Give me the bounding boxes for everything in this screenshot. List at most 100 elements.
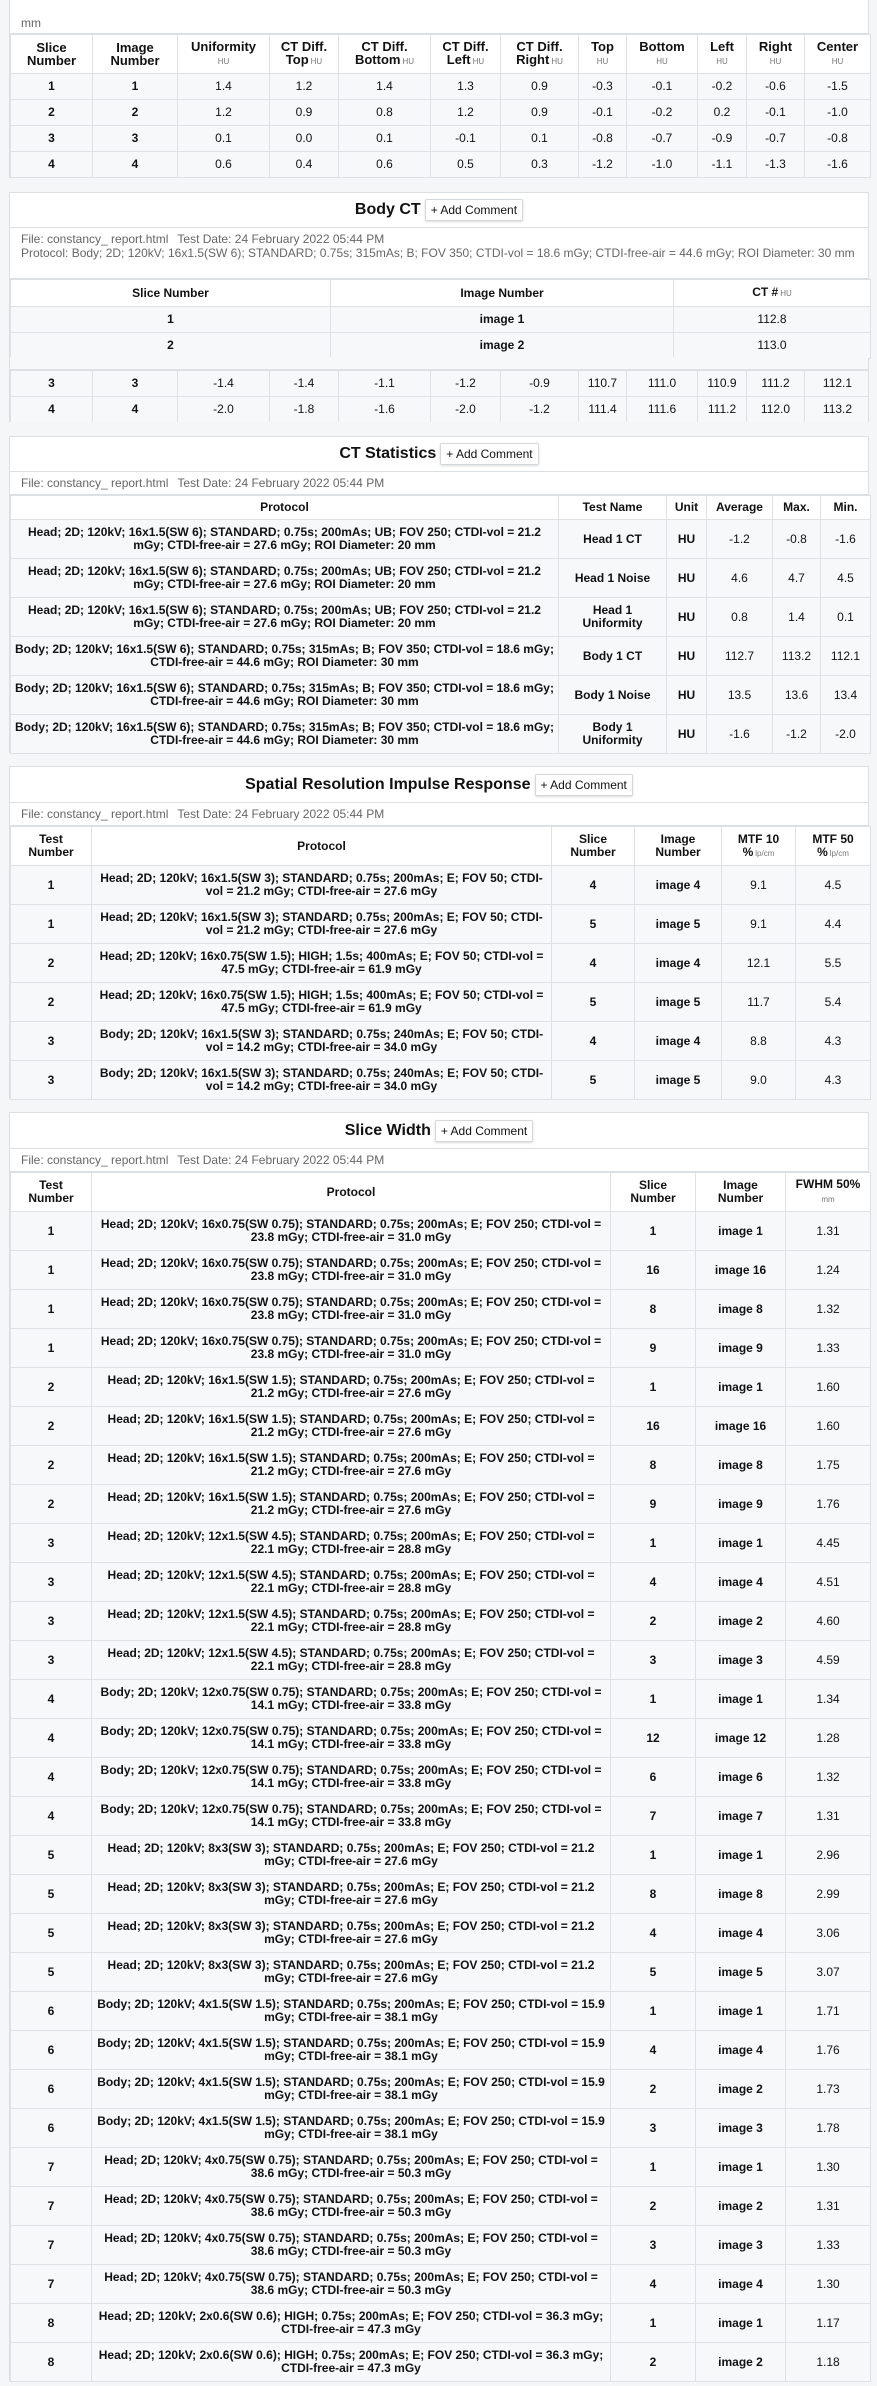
table-cell: 1.18: [785, 2342, 871, 2382]
table-cell: Head; 2D; 120kV; 16x1.5(SW 1.5); STANDAR…: [91, 1484, 611, 1524]
unit-label: HU: [769, 57, 782, 66]
table-cell: Head; 2D; 120kV; 4x0.75(SW 0.75); STANDA…: [91, 2225, 611, 2265]
table-cell: image 8: [695, 1874, 786, 1914]
table-cell: -1.0: [626, 151, 698, 178]
column-header-label: Center: [816, 39, 859, 54]
table-cell: 6: [10, 2030, 92, 2070]
table-cell: 4.7: [772, 558, 821, 598]
file-name: File: constancy_ report.html: [21, 232, 169, 246]
table-cell: image 2: [330, 332, 674, 359]
table-cell: 5: [10, 1952, 92, 1992]
table-cell: 1: [10, 1211, 92, 1251]
table-cell: -0.9: [500, 370, 579, 397]
table-cell: 1: [610, 1835, 696, 1875]
table-cell: Head; 2D; 120kV; 16x1.5(SW 1.5); STANDAR…: [91, 1406, 611, 1446]
table-cell: image 3: [695, 2108, 786, 2148]
column-header: CT Diff. Left HU: [430, 34, 501, 74]
section-title: CT Statistics: [339, 445, 437, 462]
table-cell: 2: [10, 1484, 92, 1524]
table-cell: 0.1: [500, 125, 579, 152]
column-header: Unit: [666, 495, 707, 520]
column-header-label: Image Number: [110, 40, 160, 68]
add-comment-button[interactable]: + Add Comment: [424, 199, 524, 221]
section-info: File: constancy_ report.html Test Date: 2…: [10, 228, 868, 279]
column-header-label: Unit: [674, 500, 699, 514]
table-row: 4 Body; 2D; 120kV; 12x0.75(SW 0.75); STAN…: [10, 1796, 871, 1836]
table-cell: 113.0: [673, 332, 871, 359]
table-cell: 3: [610, 1640, 696, 1680]
table-cell: 16: [610, 1250, 696, 1290]
unit-label: HU: [310, 57, 323, 66]
table-cell: 3.06: [785, 1913, 871, 1953]
table-cell: 112.8: [673, 306, 871, 333]
table-cell: 4.4: [795, 904, 871, 944]
table-cell: Head; 2D; 120kV; 8x3(SW 3); STANDARD; 0.…: [91, 1952, 611, 1992]
table-row: 4 Body; 2D; 120kV; 12x0.75(SW 0.75); STAN…: [10, 1718, 871, 1758]
table-cell: 0.1: [177, 125, 270, 152]
table-row: 2 Head; 2D; 120kV; 16x0.75(SW 1.5); HIGH;…: [10, 982, 871, 1022]
table-cell: 9: [610, 1484, 696, 1524]
overlapping-rows-table: 3 3 -1.4 -1.4 -1.1 -1.2 -0.9 110.7 111.0 110.9 111…: [10, 370, 868, 422]
table-cell: -1.6: [338, 396, 431, 422]
table-cell: Head; 2D; 120kV; 8x3(SW 3); STANDARD; 0.…: [91, 1913, 611, 1953]
table-row: 2 2 1.2 0.9 0.8 1.2 0.9 -0.1 -0.2 0.2 -0.1 -1.0: [10, 99, 871, 126]
table-cell: Head; 2D; 120kV; 16x0.75(SW 0.75); STAND…: [91, 1289, 611, 1329]
column-header: CT # HU: [673, 279, 871, 307]
table-cell: 4: [610, 2264, 696, 2304]
unit-label: HU: [217, 57, 230, 66]
column-header-label: Slice Number: [570, 832, 616, 859]
table-cell: 4: [551, 1021, 635, 1061]
table-cell: 5: [610, 1952, 696, 1992]
table-row: 3 Head; 2D; 120kV; 12x1.5(SW 4.5); STANDA…: [10, 1640, 871, 1680]
table-cell: HU: [666, 519, 707, 559]
table-cell: 0.6: [338, 151, 431, 178]
header-row: Protocol Test Name Unit Average Max. Min.: [10, 495, 871, 520]
column-header: Slice Number: [551, 826, 635, 866]
table-row: 1 Head; 2D; 120kV; 16x1.5(SW 3); STANDARD…: [10, 904, 871, 944]
table-cell: 4: [610, 1913, 696, 1953]
column-header-label: MTF 50 %: [812, 831, 854, 859]
column-header: Center HU: [804, 34, 871, 74]
add-comment-button[interactable]: + Add Comment: [434, 1119, 534, 1142]
column-header-label: Image Number: [655, 832, 701, 859]
table-cell: Head; 2D; 120kV; 16x1.5(SW 3); STANDARD;…: [91, 904, 552, 944]
table-cell: 4.5: [820, 558, 871, 598]
table-row: 4 4 -2.0 -1.8 -1.6 -2.0 -1.2 111.4 111.6 111.2 112…: [10, 396, 868, 422]
table-row: 3 3 -1.4 -1.4 -1.1 -1.2 -0.9 110.7 111.0 110.9 111…: [10, 370, 868, 397]
table-cell: 4: [10, 1757, 92, 1797]
table-cell: 1.34: [785, 1679, 871, 1719]
table-cell: 1.31: [785, 1796, 871, 1836]
table-cell: image 1: [695, 2303, 786, 2343]
table-cell: Body; 2D; 120kV; 4x1.5(SW 1.5); STANDARD…: [91, 2069, 611, 2109]
column-header-label: Average: [716, 500, 763, 514]
spatial-resolution-table: Test Number Protocol Slice Number Image Num…: [10, 826, 871, 1100]
add-comment-button[interactable]: + Add Comment: [534, 773, 633, 796]
table-cell: 1.24: [785, 1250, 871, 1290]
table-cell: image 3: [695, 2225, 786, 2265]
ct-statistics-panel: CT Statistics + Add Comment File: consta…: [9, 436, 871, 754]
table-cell: -0.7: [746, 125, 805, 152]
table-row: 1 Head; 2D; 120kV; 16x1.5(SW 3); STANDARD…: [10, 865, 871, 905]
table-cell: image 4: [695, 1562, 786, 1602]
table-cell: 13.5: [706, 675, 773, 715]
table-row: 7 Head; 2D; 120kV; 4x0.75(SW 0.75); STAND…: [10, 2186, 871, 2226]
table-cell: 2: [610, 1601, 696, 1641]
table-cell: -1.2: [706, 519, 773, 559]
table-cell: 16: [610, 1406, 696, 1446]
table-cell: 2.96: [785, 1835, 871, 1875]
table-cell: 3: [10, 1021, 92, 1061]
table-cell: Head; 2D; 120kV; 16x1.5(SW 3); STANDARD;…: [91, 865, 552, 905]
table-cell: Head 1 Uniformity: [558, 597, 667, 637]
table-cell: 1.2: [177, 99, 270, 126]
table-cell: Head; 2D; 120kV; 4x0.75(SW 0.75); STANDA…: [91, 2264, 611, 2304]
table-cell: -1.4: [269, 370, 339, 397]
table-cell: -1.2: [430, 370, 501, 397]
unit-label: HU: [402, 57, 415, 66]
add-comment-button[interactable]: + Add Comment: [440, 443, 539, 465]
table-row: 1 1 1.4 1.2 1.4 1.3 0.9 -0.3 -0.1 -0.2 -0.6 -1.5: [10, 73, 871, 100]
table-cell: -2.0: [177, 396, 270, 422]
table-cell: -1.1: [697, 151, 747, 178]
column-header: Right HU: [746, 34, 805, 74]
table-cell: image 1: [695, 1211, 786, 1251]
table-cell: 4: [551, 943, 635, 983]
